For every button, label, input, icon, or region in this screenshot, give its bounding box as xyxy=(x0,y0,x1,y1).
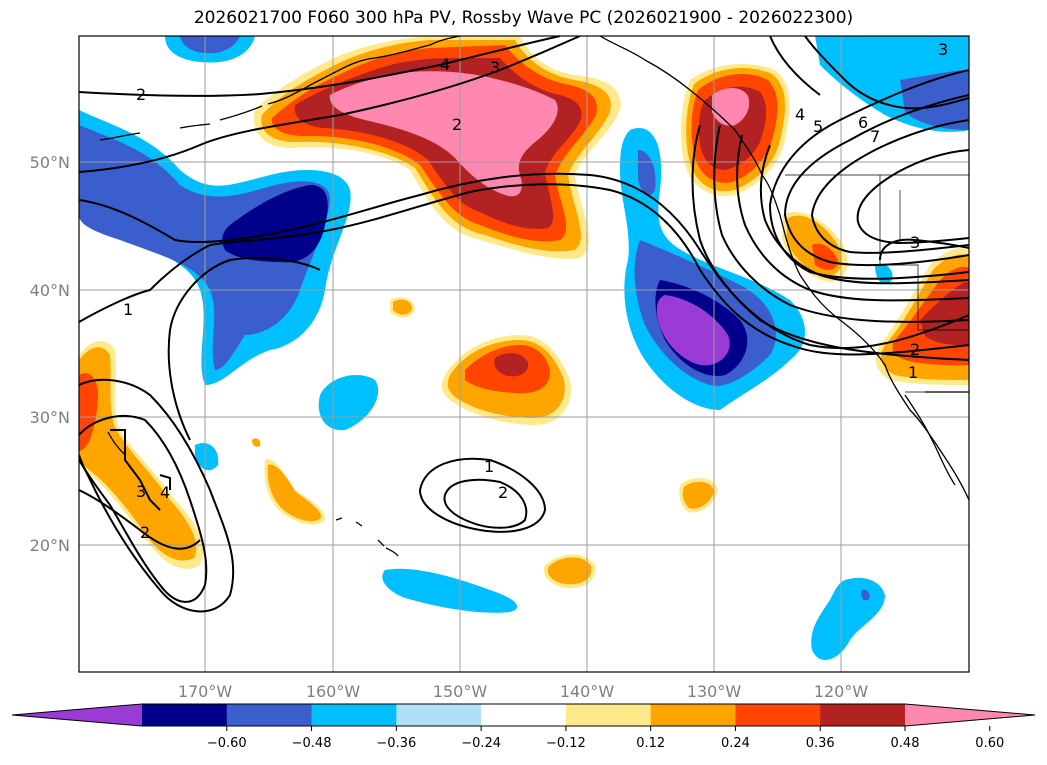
borders xyxy=(785,174,969,393)
colorbar-tick-label: −0.48 xyxy=(292,736,332,751)
contour-labels: 2 2 3 4 1 1 2 3 4 2 4 5 6 7 3 2 1 3 xyxy=(123,40,948,542)
colorbar-extend-max xyxy=(905,704,1035,726)
lon-tick-label: 140°W xyxy=(560,682,615,701)
contour-label: 2 xyxy=(136,85,146,104)
pos-region-west-light xyxy=(79,347,197,561)
neg-blob-se-mid xyxy=(861,589,870,601)
neg-region-east-strong xyxy=(656,295,730,366)
colorbar-segment xyxy=(820,704,906,726)
colorbar-segment xyxy=(735,704,821,726)
pv-fill-layer xyxy=(79,36,969,661)
latitude-labels: 50°N 40°N 30°N 20°N xyxy=(30,153,70,555)
contour-label: 2 xyxy=(498,483,508,502)
lat-tick-label: 40°N xyxy=(30,281,70,300)
colorbar-tick-label: −0.36 xyxy=(376,736,416,751)
colorbar-tick-label: −0.60 xyxy=(207,736,247,751)
colorbar-segment xyxy=(481,704,567,726)
contour-label: 1 xyxy=(908,363,918,382)
colorbar-tick-label: 0.36 xyxy=(806,736,835,751)
colorbar-tick-label: −0.12 xyxy=(546,736,586,751)
colorbar-segment xyxy=(226,704,313,726)
neg-region-top-left-core xyxy=(180,36,240,54)
pos-blob-central-dark xyxy=(494,353,529,377)
lon-tick-label: 150°W xyxy=(433,682,488,701)
contour-label: 3 xyxy=(490,58,500,77)
contour-label: 5 xyxy=(813,117,823,136)
contour-label: 7 xyxy=(870,127,880,146)
neg-blob-south xyxy=(382,568,518,613)
contour-label: 2 xyxy=(910,340,920,359)
colorbar-segment xyxy=(650,704,736,726)
contour-label: 1 xyxy=(123,300,133,319)
lon-tick-label: 120°W xyxy=(814,682,869,701)
rossby-contours xyxy=(79,36,969,613)
neg-blob-central xyxy=(318,375,379,431)
colorbar-segment xyxy=(142,704,228,726)
contour-label: 4 xyxy=(160,483,170,502)
lat-tick-label: 50°N xyxy=(30,153,70,172)
colorbar-outline xyxy=(11,703,1036,727)
contour-label: 3 xyxy=(136,482,146,501)
neg-blob-small-a xyxy=(195,442,219,471)
colorbar-tick-label: 0.24 xyxy=(721,736,750,751)
lat-tick-label: 30°N xyxy=(30,408,70,427)
pos-region-north-strong xyxy=(329,71,558,197)
lon-tick-label: 160°W xyxy=(306,682,361,701)
pos-blob-east-small-core xyxy=(682,481,714,509)
contour-label: 1 xyxy=(484,457,494,476)
pos-blob-east-mid-core xyxy=(812,243,838,270)
map-title: 2026021700 F060 300 hPa PV, Rossby Wave … xyxy=(193,8,854,28)
colorbar-tick-label: 0.60 xyxy=(975,736,1004,751)
contour-label: 2 xyxy=(140,523,150,542)
contour-label: 3 xyxy=(910,233,920,252)
neg-region-east-small xyxy=(638,150,656,196)
pos-blob-south-central-core xyxy=(547,557,592,585)
colorbar-segment xyxy=(565,704,652,726)
map-frame xyxy=(78,35,970,673)
colorbar-extend-min xyxy=(12,704,142,726)
longitude-labels: 170°W 160°W 150°W 140°W 130°W 120°W xyxy=(178,682,869,701)
contour-label: 4 xyxy=(440,55,450,74)
contour-label: 6 xyxy=(858,113,868,132)
lon-tick-label: 130°W xyxy=(687,682,742,701)
pos-blob-southwest-core xyxy=(267,464,322,522)
colorbar: −0.60 −0.48 −0.36 −0.24 −0.12 0.12 0.24 0.36 0.4… xyxy=(11,703,1036,751)
lat-tick-label: 20°N xyxy=(30,536,70,555)
colorbar-tick-label: 0.48 xyxy=(891,736,920,751)
pos-blob-tiny-core xyxy=(393,299,412,315)
contour-label: 3 xyxy=(938,40,948,59)
lon-tick-label: 170°W xyxy=(178,682,233,701)
colorbar-segment xyxy=(311,704,397,726)
contour-label: 4 xyxy=(795,105,805,124)
colorbar-tick-label: −0.24 xyxy=(461,736,501,751)
contour-label: 2 xyxy=(452,115,462,134)
pos-blob-dot xyxy=(252,438,261,447)
colorbar-segment xyxy=(396,704,482,726)
neg-region-nw-dark xyxy=(222,185,328,263)
colorbar-tick-label: 0.12 xyxy=(636,736,665,751)
